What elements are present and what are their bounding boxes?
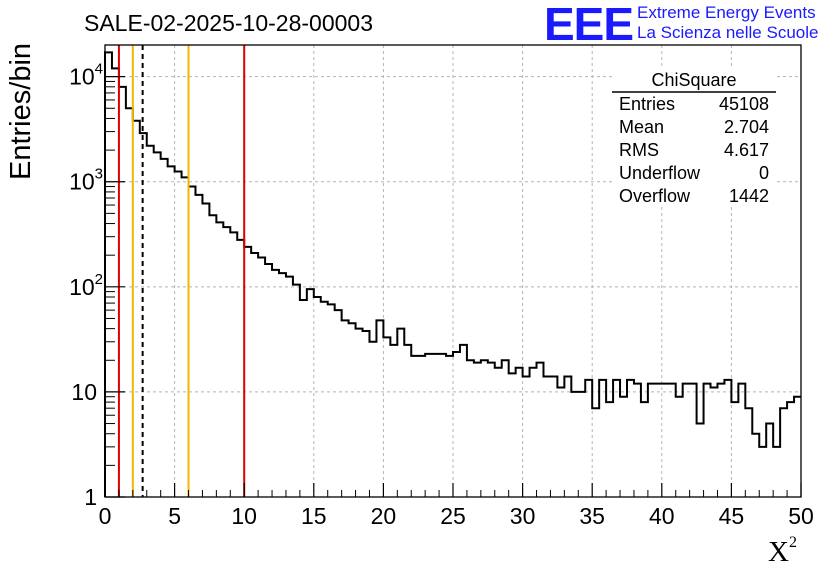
x-tick-label: 15 bbox=[301, 503, 327, 529]
stats-row-value: 45108 bbox=[719, 94, 769, 114]
stats-row-label: RMS bbox=[619, 140, 659, 160]
y-tick-label: 1 bbox=[84, 484, 97, 510]
x-tick-label: 10 bbox=[231, 503, 257, 529]
y-tick-base: 10 bbox=[69, 169, 95, 195]
y-tick-exponent: 4 bbox=[95, 61, 103, 78]
x-tick-label: 25 bbox=[440, 503, 466, 529]
y-tick-exponent: 3 bbox=[95, 166, 103, 183]
y-tick-label: 103 bbox=[69, 166, 103, 195]
x-tick-label: 35 bbox=[579, 503, 605, 529]
x-axis-label: X2 bbox=[768, 534, 797, 569]
stats-box-title: ChiSquare bbox=[651, 70, 736, 90]
stats-row-value: 0 bbox=[759, 163, 769, 183]
stats-row-label: Overflow bbox=[619, 186, 691, 206]
stats-row-label: Entries bbox=[619, 94, 675, 114]
x-tick-label: 5 bbox=[168, 503, 181, 529]
stats-box-rows: Entries 45108 Mean 2.704 RMS 4.617 Underflow 0 O… bbox=[619, 94, 769, 206]
y-tick-label: 104 bbox=[69, 61, 103, 90]
stats-row-label: Mean bbox=[619, 117, 664, 137]
y-tick-base: 10 bbox=[69, 274, 95, 300]
stats-row-value: 1442 bbox=[729, 186, 769, 206]
stats-box-background bbox=[612, 67, 776, 207]
x-tick-label: 50 bbox=[788, 503, 814, 529]
x-tick-label: 0 bbox=[99, 503, 112, 529]
grid-lines bbox=[105, 45, 801, 497]
chart-title: SALE-02-2025-10-28-00003 bbox=[84, 10, 373, 36]
stats-row-value: 2.704 bbox=[724, 117, 769, 137]
y-tick-exponent: 2 bbox=[95, 271, 103, 288]
stats-box: ChiSquare Entries 45108 Mean 2.704 RMS 4.617 U… bbox=[612, 67, 776, 207]
x-tick-label: 30 bbox=[510, 503, 536, 529]
logo-subtitle-line2: La Scienza nelle Scuole bbox=[637, 23, 819, 42]
x-tick-label: 20 bbox=[371, 503, 397, 529]
logo-subtitle-line1: Extreme Energy Events bbox=[637, 3, 816, 22]
y-tick-label: 10 bbox=[71, 379, 97, 405]
reference-lines bbox=[117, 45, 246, 497]
x-axis-label-superscript: 2 bbox=[788, 534, 797, 551]
x-tick-label: 45 bbox=[719, 503, 745, 529]
eee-logo: EEE bbox=[544, 0, 634, 50]
y-tick-base: 10 bbox=[69, 64, 95, 90]
histogram-steps bbox=[104, 51, 801, 497]
stats-row-value: 4.617 bbox=[724, 140, 769, 160]
histogram-series bbox=[104, 51, 801, 497]
stats-row-label: Underflow bbox=[619, 163, 701, 183]
x-tick-label: 40 bbox=[649, 503, 675, 529]
y-tick-label: 102 bbox=[69, 271, 103, 300]
x-axis-label-base: X bbox=[768, 536, 789, 568]
